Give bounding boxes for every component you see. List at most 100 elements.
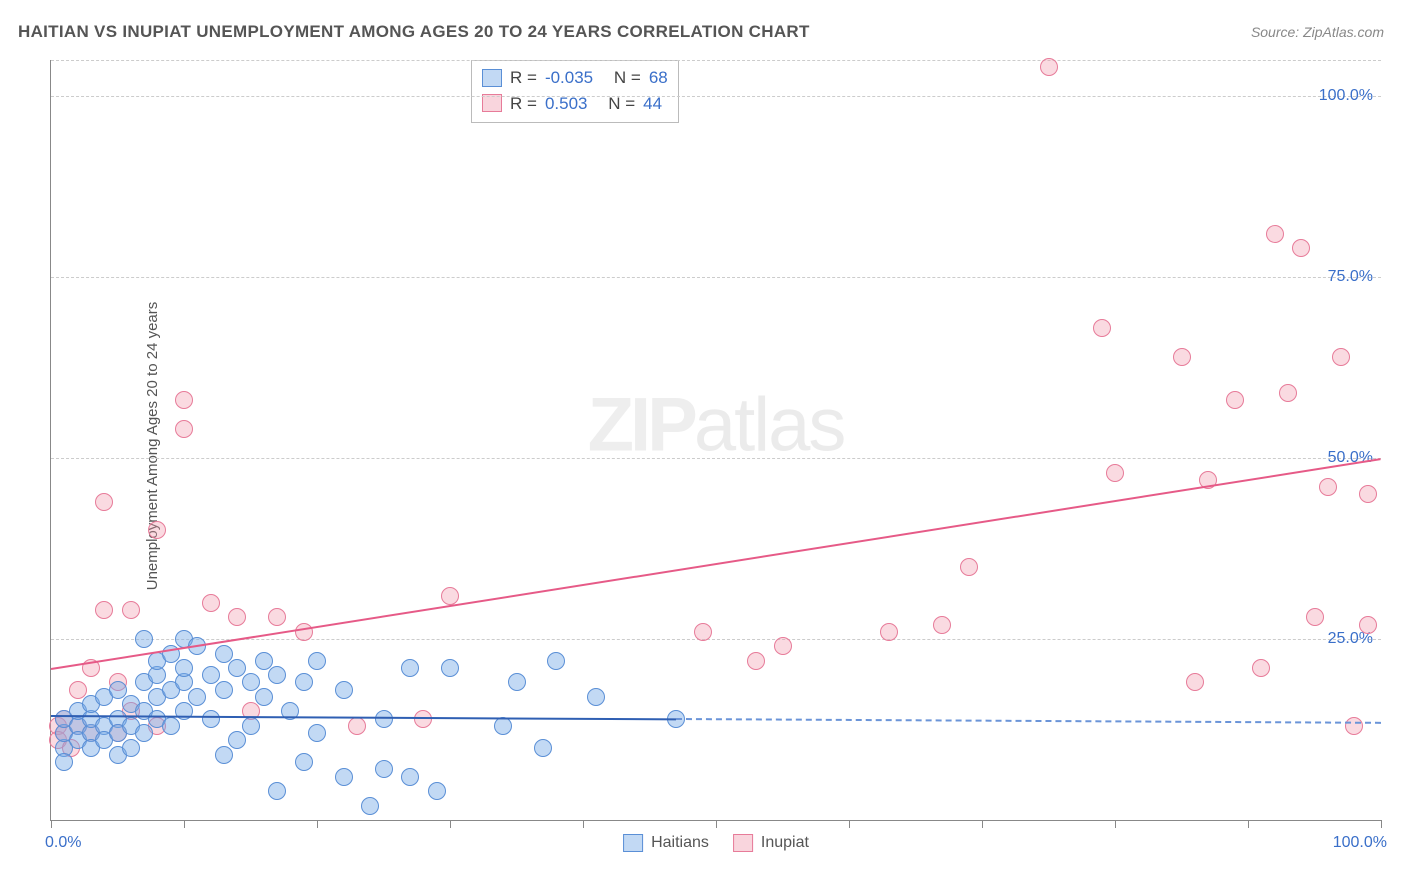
scatter-point-inupiat: [694, 623, 712, 641]
x-axis-min-label: 0.0%: [45, 834, 81, 852]
x-tick-mark: [184, 820, 185, 828]
scatter-point-haitians: [242, 673, 260, 691]
scatter-point-haitians: [494, 717, 512, 735]
scatter-point-inupiat: [880, 623, 898, 641]
scatter-point-haitians: [188, 688, 206, 706]
scatter-point-inupiat: [95, 493, 113, 511]
scatter-point-haitians: [109, 681, 127, 699]
scatter-point-haitians: [135, 630, 153, 648]
scatter-point-inupiat: [148, 521, 166, 539]
scatter-point-haitians: [401, 659, 419, 677]
watermark: ZIPatlas: [588, 381, 845, 468]
scatter-point-haitians: [587, 688, 605, 706]
gridline: [51, 277, 1381, 278]
scatter-point-inupiat: [933, 616, 951, 634]
scatter-point-haitians: [335, 768, 353, 786]
scatter-point-inupiat: [1345, 717, 1363, 735]
scatter-point-inupiat: [1332, 348, 1350, 366]
scatter-point-haitians: [175, 659, 193, 677]
scatter-point-haitians: [202, 666, 220, 684]
legend-item: Inupiat: [733, 834, 809, 852]
scatter-point-haitians: [242, 717, 260, 735]
scatter-point-haitians: [135, 724, 153, 742]
stat-label: N =: [614, 65, 641, 91]
scatter-point-inupiat: [774, 637, 792, 655]
scatter-point-haitians: [508, 673, 526, 691]
correlation-stats-box: R = -0.035 N = 68 R = 0.503 N = 44: [471, 60, 679, 123]
legend-label: Inupiat: [761, 834, 809, 852]
scatter-point-haitians: [162, 717, 180, 735]
scatter-point-inupiat: [1226, 391, 1244, 409]
scatter-point-inupiat: [1359, 485, 1377, 503]
stat-label: R =: [510, 65, 537, 91]
scatter-point-inupiat: [295, 623, 313, 641]
swatch-blue-icon: [482, 69, 502, 87]
scatter-point-inupiat: [1359, 616, 1377, 634]
scatter-point-inupiat: [122, 601, 140, 619]
scatter-point-haitians: [202, 710, 220, 728]
scatter-point-inupiat: [1173, 348, 1191, 366]
x-tick-mark: [51, 820, 52, 828]
scatter-point-inupiat: [1319, 478, 1337, 496]
scatter-point-haitians: [215, 681, 233, 699]
scatter-point-haitians: [295, 753, 313, 771]
scatter-point-inupiat: [95, 601, 113, 619]
x-tick-mark: [583, 820, 584, 828]
scatter-point-haitians: [401, 768, 419, 786]
scatter-point-inupiat: [960, 558, 978, 576]
scatter-point-inupiat: [1266, 225, 1284, 243]
scatter-point-haitians: [335, 681, 353, 699]
scatter-point-haitians: [122, 739, 140, 757]
legend-item: Haitians: [623, 834, 709, 852]
stat-value: -0.035: [545, 65, 593, 91]
scatter-point-inupiat: [1093, 319, 1111, 337]
scatter-point-haitians: [295, 673, 313, 691]
scatter-point-haitians: [308, 724, 326, 742]
scatter-point-inupiat: [1306, 608, 1324, 626]
scatter-point-inupiat: [1292, 239, 1310, 257]
chart-title: HAITIAN VS INUPIAT UNEMPLOYMENT AMONG AG…: [18, 22, 810, 42]
scatter-point-inupiat: [747, 652, 765, 670]
stat-value: 0.503: [545, 91, 588, 117]
scatter-point-inupiat: [175, 391, 193, 409]
scatter-point-inupiat: [1186, 673, 1204, 691]
scatter-point-inupiat: [175, 420, 193, 438]
scatter-point-haitians: [228, 731, 246, 749]
scatter-point-inupiat: [1106, 464, 1124, 482]
scatter-point-haitians: [215, 746, 233, 764]
x-tick-mark: [1381, 820, 1382, 828]
regression-line-haitians-extrapolated: [676, 718, 1381, 724]
x-tick-mark: [1248, 820, 1249, 828]
gridline: [51, 60, 1381, 61]
x-tick-mark: [849, 820, 850, 828]
y-tick-label: 100.0%: [1319, 87, 1373, 105]
stat-value: 44: [643, 91, 662, 117]
chart-container: HAITIAN VS INUPIAT UNEMPLOYMENT AMONG AG…: [0, 0, 1406, 892]
scatter-point-haitians: [55, 753, 73, 771]
scatter-point-haitians: [268, 782, 286, 800]
chart-source: Source: ZipAtlas.com: [1251, 24, 1384, 40]
legend: Haitians Inupiat: [623, 834, 809, 852]
scatter-point-inupiat: [202, 594, 220, 612]
scatter-point-inupiat: [1279, 384, 1297, 402]
scatter-point-haitians: [361, 797, 379, 815]
scatter-point-haitians: [255, 688, 273, 706]
swatch-blue-icon: [623, 834, 643, 852]
x-tick-mark: [716, 820, 717, 828]
scatter-point-inupiat: [1040, 58, 1058, 76]
y-tick-label: 75.0%: [1328, 268, 1373, 286]
legend-label: Haitians: [651, 834, 709, 852]
stat-label: N =: [608, 91, 635, 117]
scatter-point-haitians: [547, 652, 565, 670]
scatter-point-haitians: [375, 760, 393, 778]
x-tick-mark: [1115, 820, 1116, 828]
stat-label: R =: [510, 91, 537, 117]
scatter-point-haitians: [215, 645, 233, 663]
scatter-point-inupiat: [69, 681, 87, 699]
scatter-point-inupiat: [441, 587, 459, 605]
scatter-point-haitians: [268, 666, 286, 684]
scatter-point-haitians: [228, 659, 246, 677]
scatter-point-haitians: [534, 739, 552, 757]
scatter-point-inupiat: [1252, 659, 1270, 677]
scatter-point-haitians: [428, 782, 446, 800]
